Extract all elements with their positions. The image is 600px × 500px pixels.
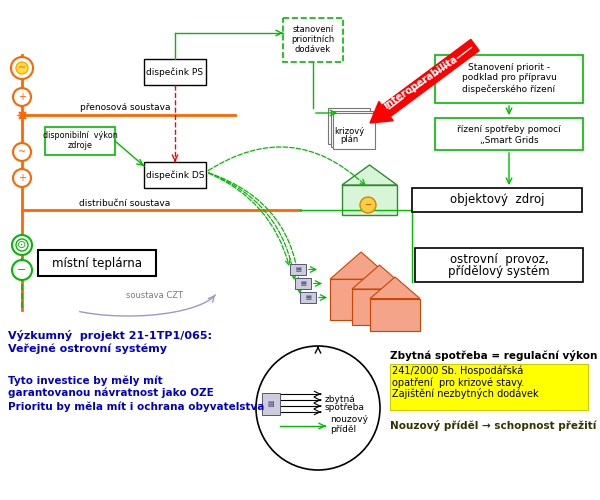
Text: dispečerského řízení: dispečerského řízení — [463, 84, 556, 94]
Text: plán: plán — [340, 136, 358, 144]
Text: Výzkumný  projekt 21-1TP1/065:: Výzkumný projekt 21-1TP1/065: — [8, 330, 212, 341]
Text: ▤: ▤ — [268, 401, 274, 407]
FancyBboxPatch shape — [435, 55, 583, 103]
Text: ▤: ▤ — [295, 267, 301, 272]
Text: Veřejné ostrovní systémy: Veřejné ostrovní systémy — [8, 343, 167, 353]
FancyBboxPatch shape — [370, 298, 420, 331]
Text: Prioritu by měla mít i ochrana obyvatelstva: Prioritu by měla mít i ochrana obyvatels… — [8, 401, 265, 411]
Circle shape — [13, 143, 31, 161]
Text: přenosová soustava: přenosová soustava — [80, 104, 170, 112]
Text: −: − — [365, 200, 371, 209]
Text: prioritních: prioritních — [292, 36, 335, 44]
FancyBboxPatch shape — [331, 110, 373, 146]
Text: Nouzový příděl → schopnost přežití: Nouzový příděl → schopnost přežití — [390, 420, 596, 431]
FancyBboxPatch shape — [328, 108, 370, 144]
Polygon shape — [330, 252, 392, 279]
FancyArrow shape — [370, 40, 479, 123]
Text: dispečink DS: dispečink DS — [146, 170, 204, 180]
FancyBboxPatch shape — [435, 118, 583, 150]
Circle shape — [256, 346, 380, 470]
Circle shape — [16, 62, 28, 74]
FancyBboxPatch shape — [45, 127, 115, 155]
FancyBboxPatch shape — [330, 279, 392, 320]
Text: zbytná: zbytná — [325, 394, 356, 404]
Circle shape — [12, 235, 32, 255]
Text: Tyto investice by měly mít: Tyto investice by měly mít — [8, 375, 163, 386]
Text: ⊙: ⊙ — [17, 240, 26, 250]
Text: objektový  zdroj: objektový zdroj — [450, 194, 544, 206]
FancyBboxPatch shape — [144, 59, 206, 85]
Circle shape — [360, 197, 376, 213]
Text: +: + — [18, 92, 26, 102]
Text: Zajištění nezbytných dodávek: Zajištění nezbytných dodávek — [392, 388, 539, 399]
Text: dodávek: dodávek — [295, 46, 331, 54]
Polygon shape — [370, 277, 420, 298]
Circle shape — [13, 169, 31, 187]
Text: ostrovní  provoz,: ostrovní provoz, — [449, 254, 548, 266]
Text: stanovení: stanovení — [292, 26, 334, 35]
Text: soustava CZT: soustava CZT — [127, 290, 184, 300]
FancyBboxPatch shape — [290, 264, 306, 275]
Text: ▤: ▤ — [305, 295, 311, 300]
Text: krizový: krizový — [334, 128, 364, 136]
FancyBboxPatch shape — [390, 364, 588, 410]
FancyBboxPatch shape — [144, 162, 206, 188]
Text: nouzový: nouzový — [330, 416, 368, 424]
Text: dispečink PS: dispečink PS — [146, 67, 203, 76]
Polygon shape — [352, 265, 407, 289]
FancyBboxPatch shape — [412, 188, 582, 212]
Text: přídělový systém: přídělový systém — [448, 266, 550, 278]
Text: spotřeba: spotřeba — [325, 404, 365, 412]
Text: Stanovení priorit -: Stanovení priorit - — [468, 62, 550, 72]
Circle shape — [16, 239, 28, 251]
FancyBboxPatch shape — [352, 289, 407, 325]
FancyBboxPatch shape — [262, 393, 280, 415]
Text: příděl: příděl — [330, 426, 356, 434]
Text: interoperabilita: interoperabilita — [381, 54, 459, 110]
Text: ~: ~ — [18, 63, 26, 73]
Text: ~: ~ — [18, 147, 26, 157]
Text: ▤: ▤ — [300, 281, 306, 286]
FancyBboxPatch shape — [283, 18, 343, 62]
Text: místní teplárna: místní teplárna — [52, 256, 142, 270]
FancyBboxPatch shape — [333, 113, 375, 149]
FancyBboxPatch shape — [38, 250, 156, 276]
Circle shape — [11, 57, 33, 79]
Text: +: + — [18, 173, 26, 183]
Text: opatření  pro krizové stavy.: opatření pro krizové stavy. — [392, 377, 524, 388]
Text: 241/2000 Sb. Hospodářská: 241/2000 Sb. Hospodářská — [392, 366, 523, 376]
Text: Zbytná spotřeba = regulační výkon: Zbytná spotřeba = regulační výkon — [390, 350, 598, 361]
FancyBboxPatch shape — [295, 278, 311, 289]
FancyBboxPatch shape — [300, 292, 316, 303]
Text: garantovanou návratnost jako OZE: garantovanou návratnost jako OZE — [8, 388, 214, 398]
Text: podklad pro přípravu: podklad pro přípravu — [461, 74, 556, 82]
Text: −: − — [17, 265, 26, 275]
Circle shape — [12, 260, 32, 280]
FancyBboxPatch shape — [342, 185, 397, 215]
Text: disponibilní  výkon: disponibilní výkon — [43, 132, 118, 140]
Text: řízení spotřeby pomocí: řízení spotřeby pomocí — [457, 124, 561, 134]
Text: zdroje: zdroje — [68, 142, 92, 150]
Text: distribuční soustava: distribuční soustava — [79, 198, 170, 207]
Text: „Smart Grids: „Smart Grids — [479, 136, 538, 144]
Circle shape — [13, 88, 31, 106]
FancyBboxPatch shape — [415, 248, 583, 282]
Polygon shape — [342, 165, 397, 185]
